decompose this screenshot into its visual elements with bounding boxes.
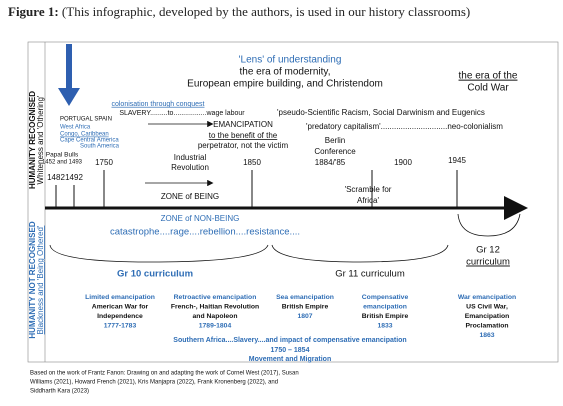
- industrial: Revolution: [171, 163, 209, 172]
- date: 1750: [95, 158, 113, 167]
- emancipation: to the benefit of the: [209, 131, 278, 140]
- date: 1884/'85: [315, 158, 346, 167]
- emancipation-detail: 1833: [377, 322, 392, 329]
- down-arrow: [58, 44, 80, 106]
- curriculum: Gr 12: [476, 245, 500, 256]
- date: 1492: [65, 173, 83, 182]
- date: 1945: [448, 156, 466, 165]
- zone-non-being: ZONE of NON-BEING: [161, 214, 240, 223]
- figure-title: Figure 1: (This infographic, developed b…: [8, 4, 470, 20]
- side-subtitle: Whiteness and 'Othering': [36, 95, 45, 184]
- capitalism: 'predatory capitalism'..................…: [306, 122, 503, 131]
- scramble: 'Scramble for: [345, 185, 392, 194]
- responses: catastrophe....rage....rebellion....resi…: [110, 227, 300, 238]
- emancipation-detail: French-, Haitian Revolution: [171, 303, 259, 310]
- side-label-bottom: HUMANITY NOT RECOGNISED Blackness and 'B…: [28, 221, 45, 338]
- origin: South America: [80, 144, 120, 150]
- berlin: Berlin: [325, 136, 345, 145]
- brace: [271, 244, 449, 263]
- southern-africa: 1750 – 1854: [271, 347, 310, 354]
- lens-heading: 'Lens' of understanding: [239, 55, 342, 66]
- emancipation-title: Sea emancipation: [276, 294, 334, 301]
- berlin: Conference: [314, 147, 356, 156]
- frame: [27, 41, 559, 363]
- date: 1900: [394, 158, 412, 167]
- emancipation-detail: US Civil War,: [466, 303, 508, 310]
- emancipation-title: War emancipation: [458, 294, 516, 301]
- slavery: SLAVERY.........to.................wage …: [119, 110, 245, 117]
- era-line: European empire building, and Christendo…: [187, 79, 383, 90]
- emancipation-detail: and Napoleon: [193, 313, 238, 320]
- zone-being: ZONE of BEING: [161, 192, 219, 201]
- southern-africa: Movement and Migration: [249, 356, 331, 363]
- emancipation-detail: emancipation: [363, 303, 407, 310]
- colonisation: colonisation through conquest: [111, 101, 204, 108]
- scramble: Africa': [357, 196, 379, 205]
- emancipation-detail: British Empire: [362, 313, 409, 320]
- footnote: Based on the work of Frantz Fanon: Drawi…: [30, 371, 299, 377]
- emancipation-detail: 1777-1783: [104, 322, 137, 329]
- footnote: Siddharth Kara (2023): [30, 389, 89, 395]
- emancipation-detail: American War for: [92, 303, 149, 310]
- date: 1482: [47, 173, 65, 182]
- emancipation-title: Retroactive emancipation: [174, 294, 257, 301]
- emancipation: EMANCIPATION: [213, 120, 273, 129]
- emancipation-detail: Emancipation: [465, 313, 510, 320]
- papal-bulls: 1452 and 1493: [42, 160, 83, 166]
- origin: Congo, Caribbean: [60, 132, 109, 138]
- brace: [457, 213, 521, 237]
- racism: 'pseudo-Scientific Racism, Social Darwin…: [277, 108, 485, 117]
- emancipation-types: Limited emancipation American War for Inde…: [85, 294, 516, 339]
- side-label-top: HUMANITY RECOGNISED Whiteness and 'Other…: [28, 91, 45, 189]
- emancipation-detail: Independence: [97, 313, 143, 320]
- figure-caption: (This infographic, developed by the auth…: [61, 4, 471, 19]
- footnote: Williams (2021), Howard French (2021), K…: [30, 380, 278, 386]
- emancipation-detail: Proclamation: [465, 322, 508, 329]
- emancipation: perpetrator, not the victim: [198, 141, 289, 150]
- industrial: Industrial: [174, 153, 207, 162]
- side-title: HUMANITY NOT RECOGNISED: [28, 221, 37, 338]
- curriculum: curriculum: [466, 257, 510, 268]
- emancipation-title: Compensative: [362, 294, 409, 301]
- cold-war: the era of the: [459, 71, 518, 82]
- southern-africa: Southern Africa....Slavery....and impact…: [173, 337, 406, 344]
- emancipation-detail: British Empire: [282, 303, 329, 310]
- emancipation-detail: 1863: [479, 332, 494, 339]
- origin: West Africa: [60, 125, 91, 131]
- emancipation-title: Limited emancipation: [85, 294, 155, 301]
- papal-bulls: Papal Bulls: [46, 152, 79, 159]
- origin: Cape Central America: [60, 138, 119, 144]
- date: 1850: [243, 158, 261, 167]
- cold-war: Cold War: [467, 83, 509, 94]
- curriculum: Gr 10 curriculum: [117, 269, 193, 280]
- side-subtitle: Blackness and 'Being Othered': [36, 225, 45, 334]
- timeline-ticks: [55, 170, 458, 208]
- side-title: HUMANITY RECOGNISED: [28, 91, 37, 189]
- curriculum: Gr 11 curriculum: [335, 269, 405, 280]
- emancipation-detail: 1807: [297, 313, 312, 320]
- era-line: the era of modernity,: [240, 67, 331, 78]
- origin: PORTUGAL SPAIN: [60, 117, 112, 123]
- brace: [49, 244, 269, 263]
- figure-label: Figure 1:: [8, 4, 59, 19]
- emancipation-detail: 1789-1804: [199, 322, 232, 329]
